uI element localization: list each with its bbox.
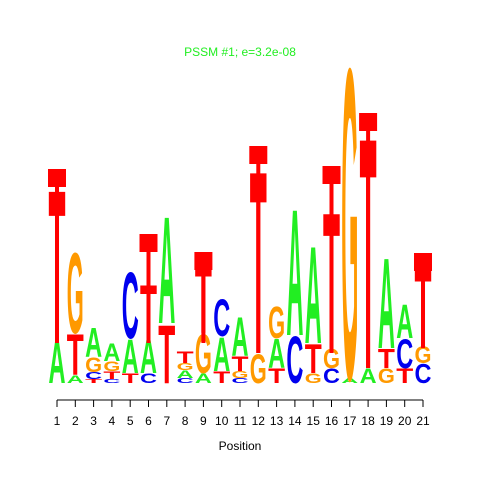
x-tick-label: 6 <box>145 414 152 428</box>
letter: A <box>177 369 195 382</box>
x-tick-label: 14 <box>288 414 302 428</box>
letter: C <box>140 370 158 386</box>
letter: A <box>85 321 102 366</box>
x-tick-label: 21 <box>416 414 430 428</box>
error-cap <box>322 166 341 184</box>
x-tick-label: 8 <box>182 414 189 428</box>
letter: G <box>268 298 285 349</box>
x-tick-label: 3 <box>90 414 97 428</box>
x-tick-label: 18 <box>361 414 375 428</box>
x-tick-label: 20 <box>398 414 412 428</box>
letter: T <box>232 353 249 376</box>
letter: A <box>268 332 285 377</box>
letter: A <box>341 377 358 385</box>
letter: A <box>67 374 85 387</box>
letter: C <box>213 290 230 348</box>
error-cap <box>359 113 378 131</box>
error-cap <box>249 146 268 164</box>
x-tick-label: 17 <box>343 414 357 428</box>
letter: T <box>122 370 140 386</box>
x-tick-label: 2 <box>72 414 79 428</box>
letter: C <box>286 324 303 398</box>
letter: C <box>122 254 139 359</box>
letter: G <box>250 347 267 392</box>
letter: A <box>140 330 157 384</box>
letter: G <box>305 370 322 386</box>
letter: A <box>122 330 139 384</box>
letter: A <box>378 232 395 376</box>
letter: T <box>177 348 195 366</box>
letter: A <box>305 217 322 372</box>
x-tick-label: 1 <box>54 414 61 428</box>
letter: G <box>232 370 250 381</box>
letter: G <box>195 324 212 385</box>
letter: A <box>195 370 213 386</box>
x-tick-label: 7 <box>163 414 170 428</box>
letter: T <box>396 365 413 388</box>
letter: C <box>85 371 102 382</box>
x-tick-label: 9 <box>200 414 207 428</box>
letter: G <box>67 230 84 358</box>
letter: T <box>378 344 395 375</box>
letter: C <box>232 377 249 385</box>
chart-title: PSSM #1; e=3.2e-08 <box>184 45 296 59</box>
letter: C <box>415 359 432 390</box>
error-cap <box>139 234 158 252</box>
letter: T <box>67 322 84 388</box>
letter: G <box>415 342 432 368</box>
letter: A <box>158 185 175 356</box>
x-tick-label: 10 <box>215 414 229 428</box>
x-axis-label: Position <box>219 439 262 453</box>
letter: A <box>396 295 413 349</box>
letter: G <box>378 365 395 388</box>
letter: C <box>323 365 340 388</box>
letter: A <box>232 307 249 368</box>
letter: A <box>286 173 303 375</box>
error-cap <box>414 253 432 271</box>
x-tick-label: 4 <box>109 414 116 428</box>
letter: G <box>323 344 340 375</box>
letter: A <box>213 328 230 382</box>
letter: T <box>213 368 231 386</box>
letter: T <box>103 370 121 383</box>
letter: A <box>103 340 120 368</box>
x-tick-label: 15 <box>307 414 321 428</box>
letter: T <box>268 365 285 388</box>
error-cap <box>194 252 213 270</box>
letter: A <box>49 330 66 397</box>
letter: G <box>341 0 358 473</box>
letter: A <box>360 365 377 388</box>
letter: T <box>305 337 322 382</box>
letter: G <box>85 354 102 377</box>
letter: G <box>103 358 120 374</box>
x-tick-label: 11 <box>234 414 247 428</box>
letter: C <box>103 378 120 384</box>
letter: G <box>177 362 195 373</box>
x-tick-label: 19 <box>380 414 394 428</box>
x-tick-label: 16 <box>325 414 339 428</box>
error-cap <box>48 169 66 187</box>
letter: C <box>177 377 194 385</box>
x-tick-label: 12 <box>252 414 266 428</box>
letter: T <box>158 307 175 401</box>
x-tick-label: 13 <box>270 414 284 428</box>
x-tick-label: 5 <box>127 414 134 428</box>
letter: C <box>396 332 413 377</box>
letter: T <box>85 378 102 384</box>
